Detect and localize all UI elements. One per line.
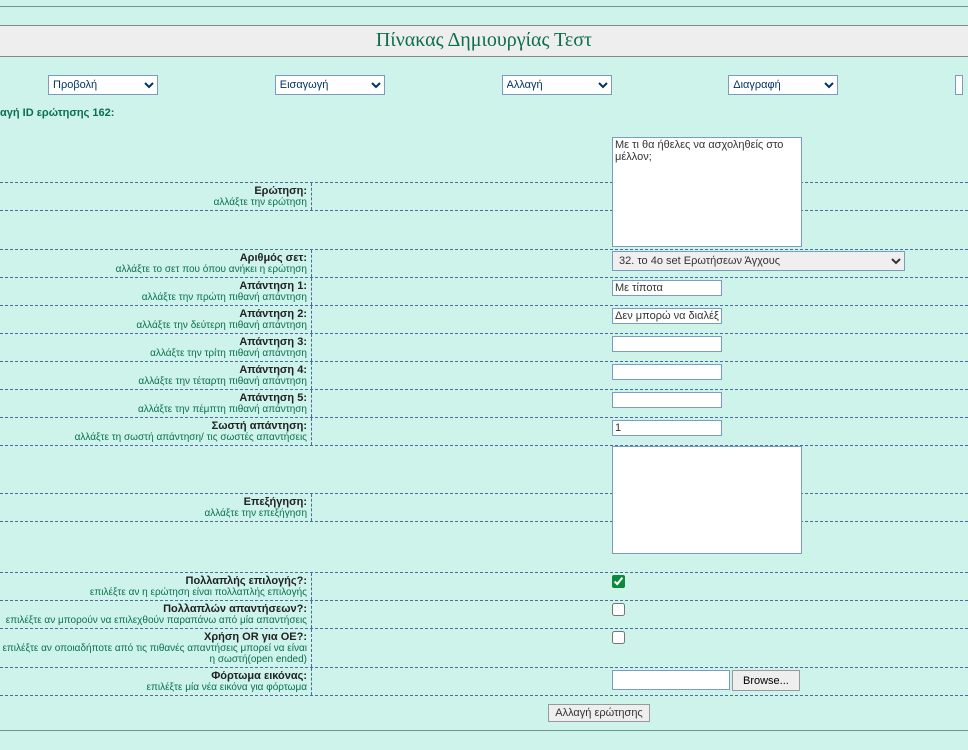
checkbox-multi[interactable] <box>612 575 625 588</box>
hint-ans3: αλλάξτε την τρίτη πιθανή απάντηση <box>0 348 307 359</box>
context-label: αγή ID ερώτησης 162: <box>0 105 968 119</box>
label-multi: Πολλαπλής επιλογής?: <box>0 575 307 587</box>
input-ans2[interactable] <box>612 308 722 324</box>
hint-multians: επιλέξτε αν μπορούν να επιλεχθούν παραπά… <box>0 615 307 626</box>
label-ans4: Απάντηση 4: <box>0 364 307 376</box>
input-ans4[interactable] <box>612 364 722 380</box>
row-ans3: Απάντηση 3: αλλάξτε την τρίτη πιθανή απά… <box>0 333 968 362</box>
row-multi: Πολλαπλής επιλογής?: επιλέξτε αν η ερώτη… <box>0 572 968 601</box>
label-ans2: Απάντηση 2: <box>0 308 307 320</box>
hint-explain: αλλάξτε την επεξήγηση <box>0 508 307 519</box>
label-ans1: Απάντηση 1: <box>0 280 307 292</box>
explain-textarea[interactable] <box>612 446 802 554</box>
input-upload-path[interactable] <box>612 670 730 690</box>
footer-divider <box>0 730 968 744</box>
hint-multi: επιλέξτε αν η ερώτηση είναι πολλαπλής επ… <box>0 587 307 598</box>
menu-view[interactable]: Προβολή <box>48 75 158 95</box>
form-area: Με τι θα ήθελες να ασχοληθείς στο μέλλον… <box>0 137 968 722</box>
set-select[interactable]: 32. το 4ο set Ερωτήσεων Άγχους <box>612 251 905 271</box>
row-useor: Χρήση OR για ΟΕ?: επιλέξτε αν οποιαδήποτ… <box>0 628 968 668</box>
title-bar: Πίνακας Δημιουργίας Τεστ <box>0 25 968 57</box>
menu-insert[interactable]: Εισαγωγή <box>275 75 385 95</box>
label-upload: Φόρτωμα εικόνας: <box>0 670 307 682</box>
input-ans5[interactable] <box>612 392 722 408</box>
submit-button[interactable]: Αλλαγή ερώτησης <box>548 704 649 722</box>
label-ans5: Απάντηση 5: <box>0 392 307 404</box>
hint-upload: επιλέξτε μία νέα εικόνα για φόρτωμα <box>0 682 307 693</box>
hint-setnum: αλλάξτε το σετ που όπου ανήκει η ερώτηση <box>0 264 307 275</box>
label-question: Ερώτηση: <box>0 185 307 197</box>
label-explain: Επεξήγηση: <box>0 496 307 508</box>
hint-ans1: αλλάξτε την πρώτη πιθανή απάντηση <box>0 292 307 303</box>
label-setnum: Αριθμός σετ: <box>0 252 307 264</box>
hint-ans4: αλλάξτε την τέταρτη πιθανή απάντηση <box>0 376 307 387</box>
row-upload: Φόρτωμα εικόνας: επιλέξτε μία νέα εικόνα… <box>0 667 968 696</box>
input-ans3[interactable] <box>612 336 722 352</box>
question-textarea[interactable]: Με τι θα ήθελες να ασχοληθείς στο μέλλον… <box>612 137 802 247</box>
input-ans1[interactable] <box>612 280 722 296</box>
row-ans1: Απάντηση 1: αλλάξτε την πρώτη πιθανή απά… <box>0 277 968 306</box>
row-multians: Πολλαπλών απαντήσεων?: επιλέξτε αν μπορο… <box>0 600 968 629</box>
hint-question: αλλάξτε την ερώτηση <box>0 197 307 208</box>
input-correct[interactable] <box>612 420 722 436</box>
row-ans2: Απάντηση 2: αλλάξτε την δεύτερη πιθανή α… <box>0 305 968 334</box>
label-useor: Χρήση OR για ΟΕ?: <box>0 631 307 643</box>
label-ans3: Απάντηση 3: <box>0 336 307 348</box>
menu-delete[interactable]: Διαγραφή <box>728 75 838 95</box>
menu-row: Προβολή Εισαγωγή Αλλαγή Διαγραφή <box>0 57 968 105</box>
page-title: Πίνακας Δημιουργίας Τεστ <box>0 29 968 52</box>
menu-extra[interactable] <box>955 75 963 95</box>
row-ans5: Απάντηση 5: αλλάξτε την πέμπτη πιθανή απ… <box>0 389 968 418</box>
top-divider <box>0 6 968 7</box>
label-correct: Σωστή απάντηση: <box>0 420 307 432</box>
hint-useor: επιλέξτε αν οποιαδήποτε από τις πιθανές … <box>0 643 307 665</box>
hint-correct: αλλάξτε τη σωστή απάντηση/ τις σωστές απ… <box>0 432 307 443</box>
row-ans4: Απάντηση 4: αλλάξτε την τέταρτη πιθανή α… <box>0 361 968 390</box>
checkbox-multians[interactable] <box>612 603 625 616</box>
hint-ans2: αλλάξτε την δεύτερη πιθανή απάντηση <box>0 320 307 331</box>
hint-ans5: αλλάξτε την πέμπτη πιθανή απάντηση <box>0 404 307 415</box>
label-multians: Πολλαπλών απαντήσεων?: <box>0 603 307 615</box>
row-correct: Σωστή απάντηση: αλλάξτε τη σωστή απάντησ… <box>0 417 968 446</box>
menu-change[interactable]: Αλλαγή <box>502 75 612 95</box>
browse-button[interactable]: Browse... <box>732 670 800 691</box>
checkbox-useor[interactable] <box>612 631 625 644</box>
